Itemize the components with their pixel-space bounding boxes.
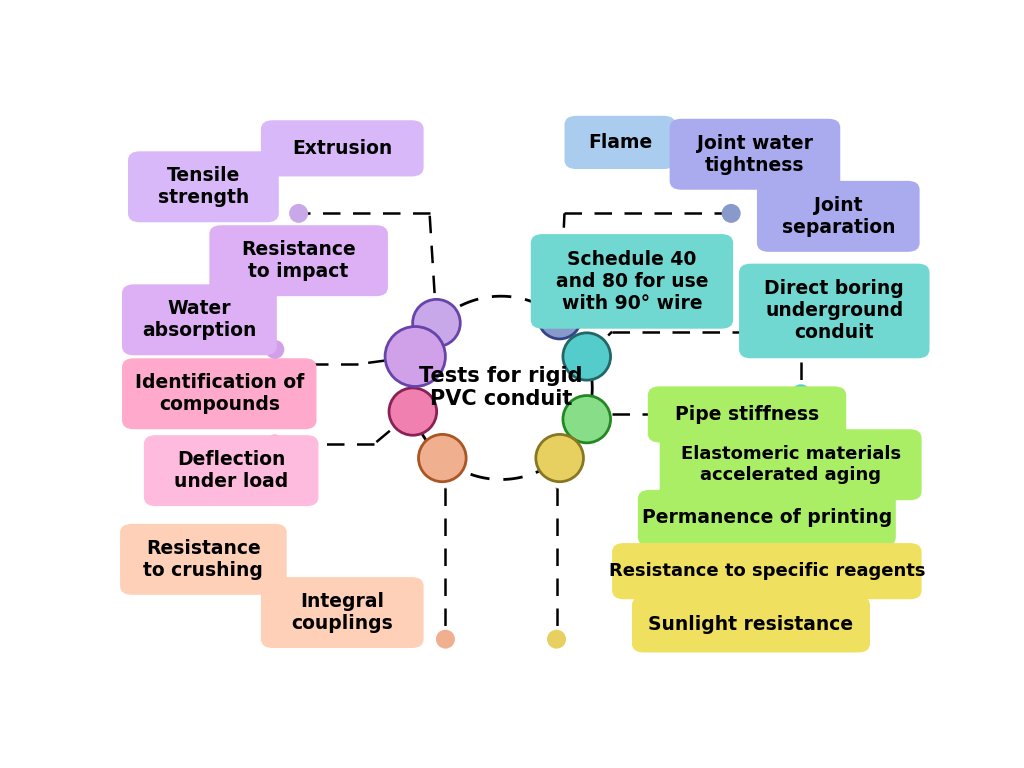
FancyBboxPatch shape [757, 181, 920, 252]
Text: Flame: Flame [588, 133, 652, 152]
Ellipse shape [792, 384, 811, 403]
Text: Deflection
under load: Deflection under load [174, 450, 289, 491]
FancyBboxPatch shape [632, 596, 870, 653]
FancyBboxPatch shape [209, 225, 388, 296]
Text: Direct boring
underground
conduit: Direct boring underground conduit [765, 280, 904, 343]
Text: Resistance
to impact: Resistance to impact [242, 240, 356, 281]
Text: Water
absorption: Water absorption [142, 300, 257, 340]
Ellipse shape [436, 630, 455, 649]
Ellipse shape [419, 435, 466, 482]
FancyBboxPatch shape [143, 435, 318, 506]
Text: Joint
separation: Joint separation [781, 196, 895, 237]
Ellipse shape [722, 204, 740, 223]
FancyBboxPatch shape [739, 263, 930, 359]
FancyBboxPatch shape [120, 524, 287, 595]
Ellipse shape [722, 405, 740, 424]
Text: Integral
couplings: Integral couplings [292, 592, 393, 633]
Ellipse shape [385, 326, 445, 386]
Text: Elastomeric materials
accelerated aging: Elastomeric materials accelerated aging [681, 445, 901, 484]
Ellipse shape [413, 300, 460, 346]
Text: Joint water
tightness: Joint water tightness [697, 134, 813, 175]
Ellipse shape [536, 435, 584, 482]
Ellipse shape [547, 630, 566, 649]
Ellipse shape [539, 296, 581, 339]
FancyBboxPatch shape [122, 358, 316, 429]
FancyBboxPatch shape [670, 119, 841, 190]
FancyBboxPatch shape [261, 121, 424, 177]
FancyBboxPatch shape [648, 386, 846, 442]
FancyBboxPatch shape [122, 284, 276, 356]
FancyBboxPatch shape [612, 543, 922, 599]
Text: Pipe stiffness: Pipe stiffness [675, 405, 819, 424]
Text: Permanence of printing: Permanence of printing [642, 508, 892, 528]
Ellipse shape [265, 435, 285, 453]
FancyBboxPatch shape [564, 116, 676, 169]
Ellipse shape [289, 204, 308, 223]
Ellipse shape [265, 340, 285, 359]
FancyBboxPatch shape [659, 429, 922, 500]
Text: Resistance to specific reagents: Resistance to specific reagents [608, 562, 925, 580]
Text: Schedule 40
and 80 for use
with 90° wire: Schedule 40 and 80 for use with 90° wire [556, 250, 709, 313]
Text: Resistance
to crushing: Resistance to crushing [143, 539, 263, 580]
FancyBboxPatch shape [530, 234, 733, 329]
FancyBboxPatch shape [128, 151, 279, 222]
Text: Identification of
compounds: Identification of compounds [134, 373, 304, 414]
Text: Tests for rigid
PVC conduit: Tests for rigid PVC conduit [419, 366, 583, 409]
FancyBboxPatch shape [638, 490, 896, 546]
Text: Extrusion: Extrusion [292, 139, 392, 158]
Text: Sunlight resistance: Sunlight resistance [648, 615, 854, 634]
Ellipse shape [563, 333, 610, 380]
Ellipse shape [389, 388, 436, 435]
FancyBboxPatch shape [261, 577, 424, 648]
Text: Tensile
strength: Tensile strength [158, 167, 249, 207]
Ellipse shape [563, 396, 610, 443]
